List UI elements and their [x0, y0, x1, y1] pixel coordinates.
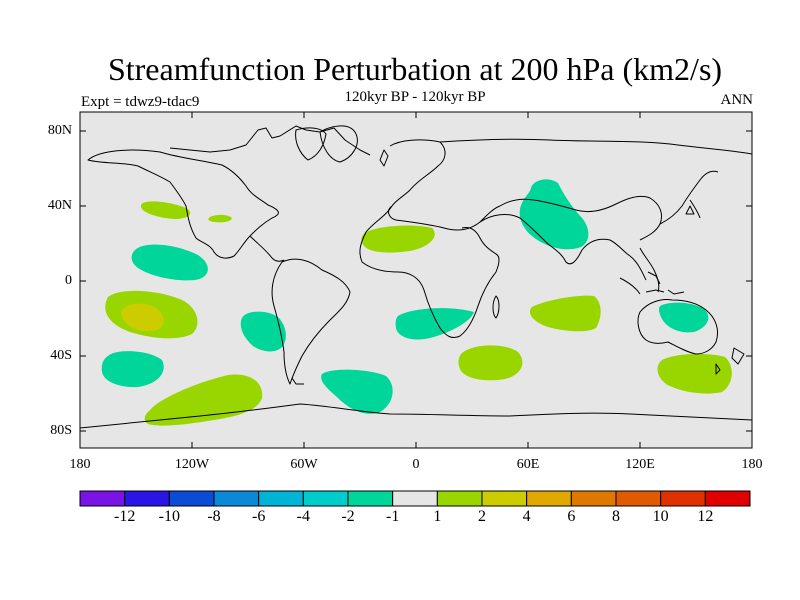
colorbar-box — [124, 490, 170, 507]
colorbar-label: -2 — [341, 508, 355, 525]
colorbar-label: 10 — [652, 508, 669, 525]
lat-label-80s: 80S — [50, 423, 72, 438]
colorbar-label: -12 — [113, 508, 136, 525]
colorbar-label: 2 — [478, 508, 486, 525]
lon-label-120w: 120W — [174, 457, 210, 472]
lon-label-60w: 60W — [290, 457, 318, 472]
colorbar-box — [481, 490, 528, 507]
colorbar-box — [258, 490, 304, 507]
colorbar-box — [436, 490, 483, 507]
experiment-label: Expt = tdwz9-tdac9 — [81, 94, 200, 110]
lon-label-0: 0 — [412, 457, 420, 472]
colorbar-box — [392, 490, 438, 507]
chart-title: Streamfunction Perturbation at 200 hPa (… — [107, 51, 723, 87]
anomaly-region-north-africa — [361, 225, 435, 253]
anomaly-region-south-of-australia — [657, 353, 732, 394]
anomaly-region-south-indian-west — [458, 345, 523, 381]
colorbar-box — [526, 490, 572, 507]
colorbar-box — [615, 490, 662, 507]
colorbar-label: 12 — [697, 508, 714, 525]
colorbar-box — [704, 490, 751, 507]
colorbar-label: -1 — [385, 508, 400, 525]
anomaly-region-south-atlantic-antarctic — [321, 369, 393, 414]
lat-label-40s: 40S — [50, 348, 72, 363]
colorbar-label: 6 — [567, 508, 576, 525]
colorbar-box — [347, 490, 394, 507]
season-label: ANN — [720, 92, 754, 108]
lat-label-80n: 80N — [47, 123, 72, 138]
coastlines — [80, 125, 752, 429]
lon-label-60e: 60E — [516, 457, 540, 472]
colorbar-label: -4 — [296, 508, 310, 525]
anomaly-region-south-atlantic — [395, 308, 474, 340]
anomaly-region-south-indian-east — [529, 295, 601, 332]
colorbar-box — [168, 490, 215, 507]
colorbar-label: -8 — [207, 508, 221, 525]
anomaly-region-south-pacific-chile — [240, 311, 286, 352]
colorbar-box — [570, 490, 617, 507]
lon-label-180-east: 180 — [741, 457, 763, 472]
colorbar — [79, 490, 751, 507]
colorbar-label: -10 — [158, 508, 180, 525]
lon-label-180-west: 180 — [69, 457, 91, 472]
colorbar-box — [660, 490, 706, 507]
axis-ticks — [80, 112, 752, 448]
colorbar-box — [213, 490, 260, 507]
anomaly-region-north-pacific-green — [140, 201, 191, 219]
anomaly-region-gulf-of-mexico — [208, 214, 232, 223]
anomaly-region-south-pacific-southwest — [101, 351, 164, 388]
lon-label-120e: 120E — [625, 457, 655, 472]
colorbar-box — [302, 490, 349, 507]
colorbar-box — [79, 490, 126, 507]
anomaly-region-north-pacific-east — [131, 244, 208, 281]
anomaly-region-south-pacific-core — [121, 303, 164, 332]
colorbar-label: 8 — [612, 508, 620, 525]
colorbar-label: 4 — [522, 508, 531, 525]
lat-label-40n: 40N — [47, 198, 72, 213]
anomaly-region-northeast-australia — [658, 302, 709, 333]
colorbar-label: 1 — [433, 508, 442, 525]
chart-subtitle: 120kyr BP - 120kyr BP — [344, 89, 486, 105]
colorbar-label: -6 — [251, 508, 266, 525]
anomaly-region-arabian-sea — [519, 179, 589, 250]
lat-label-0: 0 — [65, 273, 72, 288]
